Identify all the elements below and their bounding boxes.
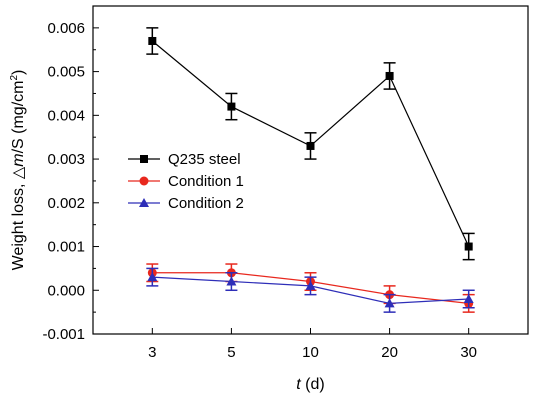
legend-marker: [140, 155, 148, 163]
data-point: [147, 272, 158, 282]
y-tick-label: 0.003: [47, 151, 85, 168]
x-tick-label: 3: [148, 344, 156, 361]
y-tick-label: 0.000: [47, 282, 85, 299]
x-tick-label: 30: [460, 344, 477, 361]
y-tick-label: 0.006: [47, 20, 85, 37]
legend-item: Condition 2: [128, 195, 244, 212]
data-point: [226, 276, 237, 286]
series-3: [146, 267, 475, 313]
x-tick-label: 20: [381, 344, 398, 361]
data-point: [464, 242, 473, 251]
data-point: [384, 298, 395, 308]
data-point: [306, 141, 315, 150]
legend-item: Q235 steel: [128, 151, 241, 168]
y-tick-label: 0.002: [47, 195, 85, 212]
y-tick-label: -0.001: [42, 326, 85, 343]
data-point: [385, 71, 394, 80]
x-tick-label: 10: [302, 344, 319, 361]
series-1: [146, 27, 475, 261]
y-axis-label: Weight loss, △m/S (mg/cm2): [9, 70, 27, 271]
legend-label: Condition 1: [168, 173, 244, 190]
x-axis-label: t (d): [296, 376, 324, 393]
data-point: [227, 102, 236, 111]
y-tick-label: 0.004: [47, 107, 85, 124]
legend-label: Q235 steel: [168, 151, 241, 168]
legend-marker: [139, 176, 149, 186]
y-tick-label: 0.001: [47, 239, 85, 256]
x-tick-label: 5: [227, 344, 235, 361]
data-point: [148, 36, 157, 45]
y-tick-label: 0.005: [47, 64, 85, 81]
legend-marker: [139, 198, 149, 207]
data-point: [463, 294, 474, 304]
data-point: [305, 280, 316, 290]
legend-label: Condition 2: [168, 195, 244, 212]
legend-item: Condition 1: [128, 173, 244, 190]
